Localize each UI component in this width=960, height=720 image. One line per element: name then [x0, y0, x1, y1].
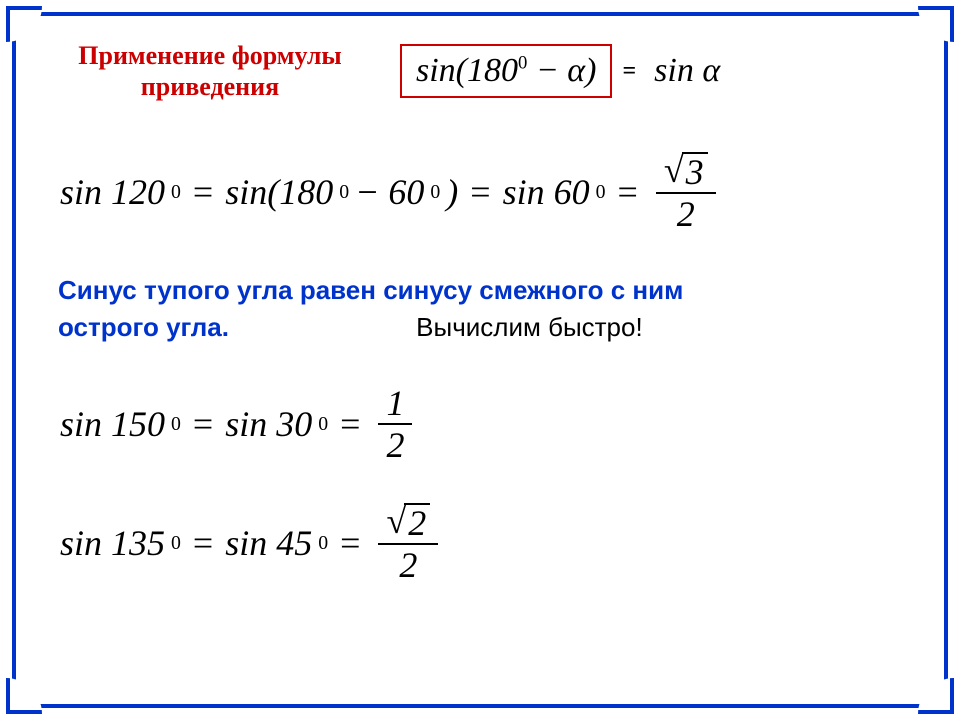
corner-bl — [6, 678, 42, 714]
formula-lhs-deg: 0 — [518, 53, 527, 74]
ex1-d3: 0 — [430, 181, 440, 204]
header-row: Применение формулы приведения sin(1800 −… — [50, 40, 910, 102]
header-caption: Применение формулы приведения — [50, 40, 370, 102]
ex1-eq3: = — [618, 171, 638, 213]
ex2-d1: 0 — [171, 413, 181, 436]
formula-lhs-box: sin(1800 − α) — [400, 44, 612, 98]
ex1-d1: 0 — [171, 181, 181, 204]
example-sin150: sin 150 0 = sin 30 0 = 1 2 — [60, 385, 910, 463]
example-sin135: sin 135 0 = sin 45 0 = √2 2 — [60, 503, 910, 583]
ex3-denominator: 2 — [391, 545, 425, 583]
ex2-numerator: 1 — [378, 385, 412, 425]
statement-block: Синус тупого угла равен синусу смежного … — [58, 272, 910, 345]
ex1-t5: sin 60 — [503, 171, 590, 213]
ex1-numerator: √3 — [656, 152, 716, 194]
formula-lhs-tail: − α) — [527, 52, 596, 89]
ex3-numerator: √2 — [378, 503, 438, 545]
ex3-fraction: √2 2 — [378, 503, 438, 583]
ex2-d2: 0 — [318, 413, 328, 436]
ex1-t3: − 60 — [355, 171, 424, 213]
ex1-denominator: 2 — [669, 194, 703, 232]
formula-equals: = — [622, 58, 636, 85]
statement-line1: Синус тупого угла равен синусу смежного … — [58, 275, 683, 305]
ex3-eq1: = — [193, 522, 213, 564]
ex3-eq2: = — [340, 522, 360, 564]
ex2-fraction: 1 2 — [378, 385, 412, 463]
ex3-sqrt: √2 — [386, 503, 430, 541]
ex1-t1: sin 120 — [60, 171, 165, 213]
ex1-sqrt: √3 — [664, 152, 708, 190]
corner-tl — [6, 6, 42, 42]
slide-content: Применение формулы приведения sin(1800 −… — [50, 40, 910, 680]
ex3-d1: 0 — [171, 532, 181, 555]
ex1-t4: ) — [446, 171, 458, 213]
ex1-d5: 0 — [596, 181, 606, 204]
ex2-eq1: = — [193, 403, 213, 445]
ex2-denominator: 2 — [378, 425, 412, 463]
ex1-sqrt-num: 3 — [682, 152, 708, 190]
statement-line2b: Вычислим быстро! — [416, 312, 643, 342]
caption-line1: Применение формулы — [78, 41, 341, 70]
ex3-t1: sin 135 — [60, 522, 165, 564]
ex1-t2: sin(180 — [225, 171, 333, 213]
formula-rhs: sin α — [654, 52, 720, 90]
ex2-t2: sin 30 — [225, 403, 312, 445]
ex1-eq2: = — [470, 171, 490, 213]
formula-lhs: sin(180 — [416, 52, 518, 89]
ex1-d2: 0 — [339, 181, 349, 204]
ex2-eq2: = — [340, 403, 360, 445]
corner-br — [918, 678, 954, 714]
statement-line2a: острого угла. — [58, 312, 229, 342]
ex3-t2: sin 45 — [225, 522, 312, 564]
example-sin120: sin 120 0 = sin(180 0 − 60 0) = sin 60 0 = √… — [60, 152, 910, 232]
corner-tr — [918, 6, 954, 42]
ex2-t1: sin 150 — [60, 403, 165, 445]
ex3-d2: 0 — [318, 532, 328, 555]
ex1-eq1: = — [193, 171, 213, 213]
ex3-sqrt-num: 2 — [404, 503, 430, 541]
reduction-formula: sin(1800 − α) = sin α — [400, 44, 720, 98]
ex1-fraction: √3 2 — [656, 152, 716, 232]
caption-line2: приведения — [141, 72, 279, 101]
